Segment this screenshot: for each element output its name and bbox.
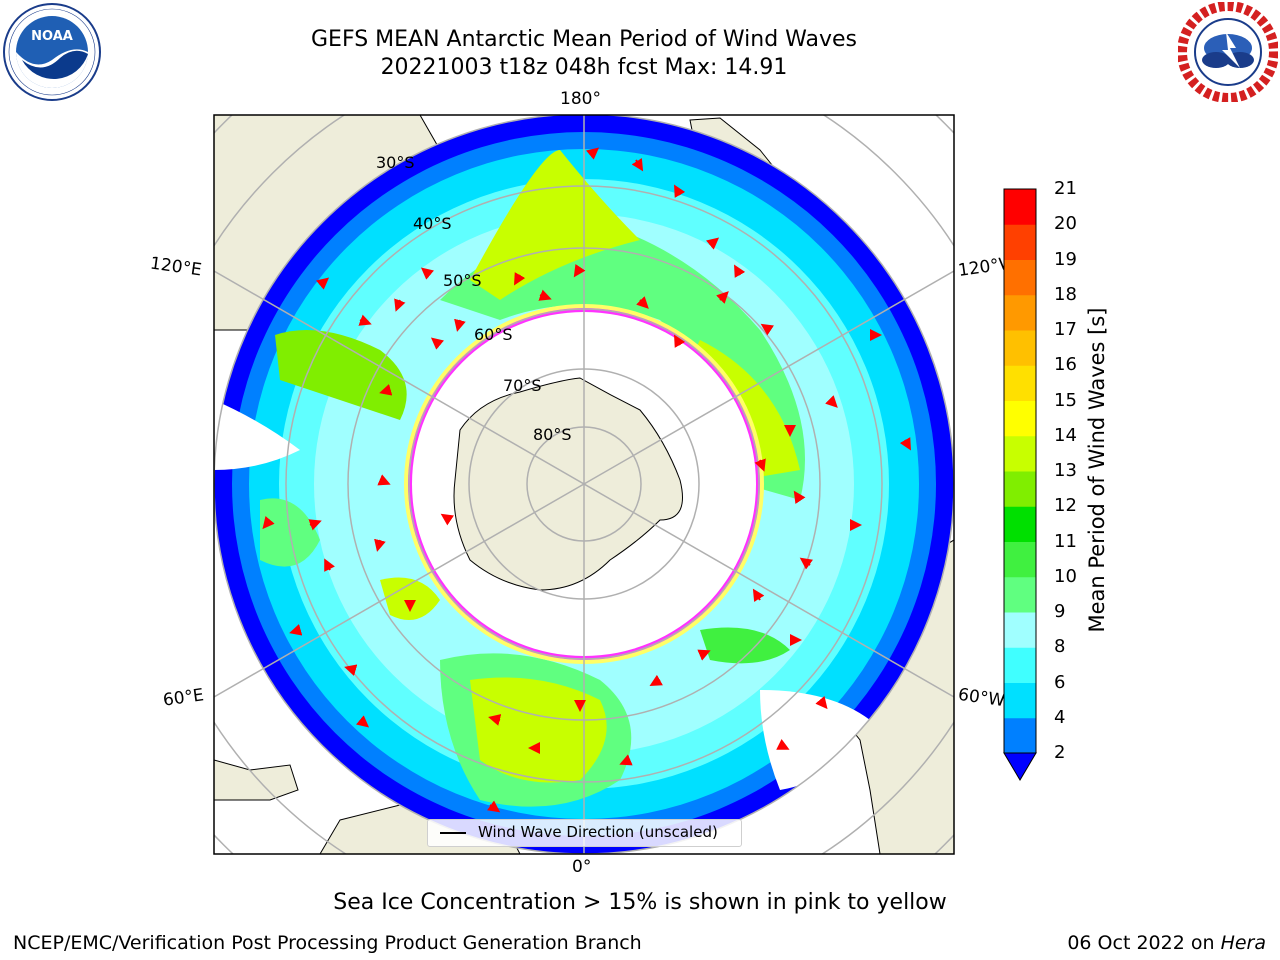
colorbar-tick-label: 14: [1054, 424, 1077, 446]
colorbar-band: [1004, 365, 1036, 401]
colorbar-tick-label: 21: [1054, 178, 1077, 199]
colorbar-band: [1004, 682, 1036, 719]
colorbar-band: [1004, 647, 1036, 683]
lat-label-50s: 50°S: [443, 271, 482, 290]
graticule: [214, 115, 954, 854]
noaa-logo: NOAA: [3, 3, 101, 101]
colorbar-band: [1004, 576, 1036, 613]
colorbar-band: [1004, 294, 1036, 331]
colorbar-tick-label: 8: [1054, 636, 1066, 658]
legend-line-sample: [440, 832, 466, 834]
colorbar-tick-label: 6: [1054, 671, 1066, 693]
colorbar-label: Mean Period of Wind Waves [s]: [1085, 307, 1109, 633]
lat-label-30s: 30°S: [376, 153, 415, 172]
colorbar-tick-label: 11: [1054, 530, 1077, 552]
sea-ice-caption: Sea Ice Concentration > 15% is shown in …: [333, 890, 947, 915]
colorbar-band: [1004, 224, 1036, 260]
map-subtitle: 20221003 t18z 048h fcst Max: 14.91: [380, 55, 788, 80]
colorbar-band: [1004, 506, 1036, 542]
antarctica: [453, 377, 683, 591]
colorbar-tick-label: 19: [1054, 248, 1077, 270]
colorbar-band: [1004, 330, 1036, 366]
footer-date-text: 06 Oct 2022 on: [1067, 932, 1221, 954]
wave-direction-arrows: [262, 147, 911, 813]
colorbar-tick-label: 15: [1054, 389, 1077, 411]
colorbar-frame: [1003, 188, 1037, 754]
colorbar-tick-label: 13: [1054, 460, 1077, 481]
colorbar-band: [1004, 259, 1036, 296]
lat-label-70s: 70°S: [503, 376, 542, 395]
colorbar: [1003, 188, 1037, 781]
colorbar-tick-label: 9: [1054, 601, 1066, 622]
legend-text: Wind Wave Direction (unscaled): [478, 823, 718, 841]
map-legend: Wind Wave Direction (unscaled): [427, 819, 742, 847]
lon-label-180: 180°: [560, 89, 601, 109]
colorbar-band: [1004, 400, 1036, 437]
colorbar-band: [1004, 541, 1036, 578]
footer-date: 06 Oct 2022 on Hera: [1067, 932, 1266, 954]
colorbar-extend-min: [1003, 752, 1037, 781]
lat-label-80s: 80°S: [533, 425, 572, 444]
colorbar-band: [1004, 189, 1036, 225]
colorbar-tick-label: 20: [1054, 213, 1077, 235]
colorbar-tick-label: 17: [1054, 319, 1077, 340]
nws-logo: [1178, 2, 1278, 102]
colorbar-tick-label: 2: [1054, 742, 1066, 763]
colorbar-tick-label: 18: [1054, 283, 1077, 305]
colorbar-tick-label: 12: [1054, 495, 1077, 517]
colorbar-band: [1004, 471, 1036, 507]
footer-credit: NCEP/EMC/Verification Post Processing Pr…: [13, 932, 642, 954]
colorbar-band: [1004, 717, 1036, 754]
noaa-logo-text: NOAA: [31, 29, 73, 44]
colorbar-band: [1004, 435, 1036, 472]
footer-machine: Hera: [1220, 932, 1266, 954]
map-title: GEFS MEAN Antarctic Mean Period of Wind …: [311, 27, 857, 52]
lat-label-40s: 40°S: [413, 214, 452, 233]
colorbar-tick-label: 4: [1054, 706, 1066, 728]
colorbar-tick-label: 10: [1054, 565, 1077, 587]
colorbar-band: [1004, 612, 1036, 648]
colorbar-tick-label: 16: [1054, 354, 1077, 376]
lon-label-0: 0°: [572, 857, 592, 877]
lat-label-60s: 60°S: [474, 325, 513, 344]
map-frame: [213, 114, 955, 855]
